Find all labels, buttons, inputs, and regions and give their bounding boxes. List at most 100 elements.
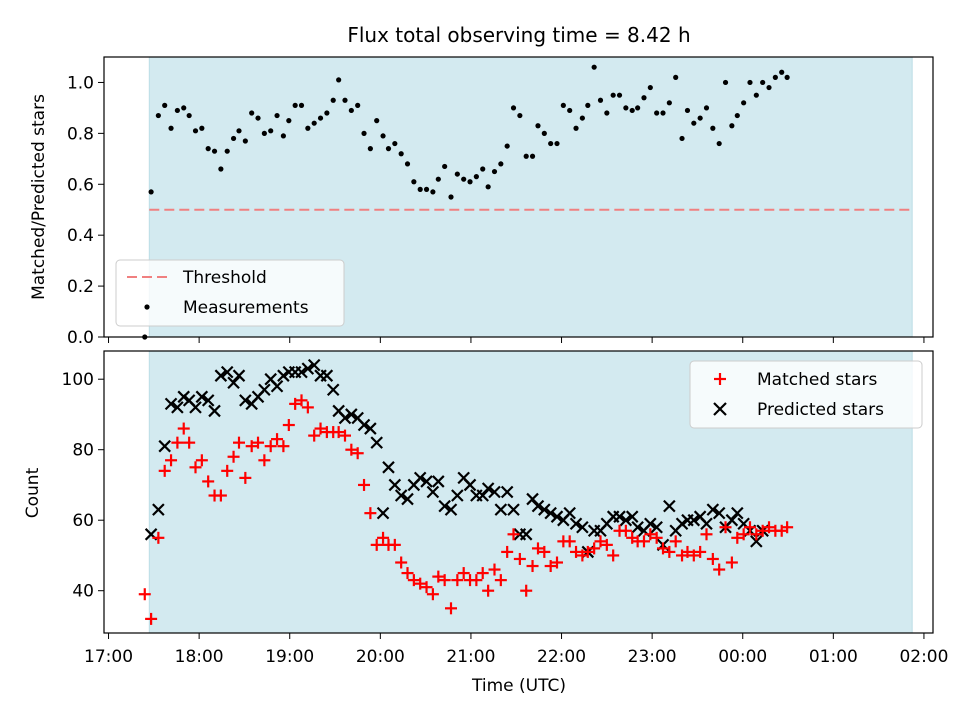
measurement-point (467, 179, 473, 185)
matched-point (725, 556, 738, 569)
predicted-point (494, 503, 508, 516)
measurement-point (324, 110, 330, 116)
matched-point (538, 545, 551, 558)
top-x-ticks (108, 337, 925, 343)
predicted-point (519, 528, 533, 541)
measurement-point (205, 146, 211, 152)
measurement-point (181, 105, 187, 111)
measurement-point (710, 125, 716, 131)
matched-point (407, 574, 420, 587)
bottom-plot-frame (103, 350, 934, 634)
matched-point (482, 584, 495, 597)
predicted-point (227, 376, 240, 390)
matched-point (245, 440, 258, 453)
measurement-point (548, 140, 554, 147)
top-y-axis-label: Matched/Predicted stars (29, 94, 49, 300)
matched-point (700, 528, 713, 541)
matched-point (338, 429, 351, 442)
chart-title: Flux total observing time = 8.42 h (347, 23, 690, 47)
x-tick-label: 17:00 (84, 647, 133, 667)
measurement-point (305, 125, 311, 131)
predicted-point (401, 492, 414, 506)
predicted-point (426, 485, 440, 499)
measurement-point (560, 102, 566, 108)
measurement-point (641, 95, 647, 101)
measurement-point (473, 174, 479, 180)
measurement-point (760, 79, 766, 86)
predicted-point (158, 439, 171, 453)
measurement-point (510, 105, 517, 111)
x-tick-label: 02:00 (899, 647, 948, 667)
matched-point (588, 542, 601, 555)
measurement-point (684, 107, 691, 114)
measurement-point (355, 102, 361, 108)
predicted-point (376, 506, 390, 520)
measurement-point (734, 112, 740, 119)
y-tick-label: 0.2 (67, 277, 94, 297)
predicted-point (750, 535, 763, 548)
matched-point (637, 535, 650, 548)
measurement-point (292, 102, 298, 108)
legend-matched-swatch (714, 373, 726, 385)
matched-point (713, 563, 726, 576)
predicted-point (731, 506, 744, 520)
x-tick-label: 20:00 (356, 647, 405, 667)
measurement-point (784, 74, 790, 80)
predicted-point (420, 475, 433, 488)
measurement-point (317, 115, 324, 121)
matched-point (358, 478, 371, 491)
measurement-point (679, 135, 685, 142)
measurement-point (504, 143, 510, 149)
predicted-point (526, 492, 539, 506)
predicted-point (700, 517, 713, 531)
matched-point (763, 521, 776, 534)
predicted-point (232, 369, 246, 382)
matched-point (551, 556, 564, 569)
measurement-point (192, 128, 199, 134)
matched-point (414, 577, 427, 590)
predicted-point (432, 475, 445, 488)
y-tick-label: 80 (72, 441, 94, 461)
predicted-point (382, 461, 395, 474)
predicted-point (171, 401, 184, 414)
matched-point (370, 538, 383, 551)
measurement-point (660, 110, 666, 116)
measurement-point (779, 69, 785, 75)
matched-point (719, 521, 732, 534)
predicted-point (220, 365, 234, 379)
matched-point (152, 531, 165, 544)
matched-point (432, 570, 445, 583)
matched-point (451, 574, 464, 587)
legend-predicted-label: Predicted stars (757, 400, 884, 420)
matched-point (438, 574, 451, 587)
measurement-point (211, 148, 218, 154)
y-tick-label: 0.4 (67, 226, 94, 246)
measurement-point (454, 171, 460, 177)
legend-measurements-label: Measurements (183, 298, 309, 318)
measurement-point (703, 105, 710, 111)
predicted-point (357, 418, 371, 432)
measurements-points (142, 64, 790, 340)
matched-point (388, 538, 401, 551)
matched-point (681, 545, 694, 558)
matched-point (165, 454, 178, 467)
measurement-point (691, 120, 697, 126)
matched-point (737, 528, 750, 541)
measurement-point (573, 125, 579, 131)
bottom-legend-box (689, 360, 923, 429)
measurement-point (411, 179, 417, 185)
matched-point (252, 436, 265, 449)
matched-point (345, 443, 358, 456)
predicted-point (531, 499, 545, 513)
predicted-point (550, 510, 564, 523)
top-plot-frame (103, 56, 934, 338)
matched-point (619, 524, 632, 537)
matched-point (743, 521, 756, 534)
predicted-point (500, 485, 514, 499)
matched-point (501, 545, 514, 558)
measurement-point (255, 115, 261, 121)
measurement-point (374, 118, 380, 124)
matched-point (731, 531, 744, 544)
predicted-point (481, 482, 495, 495)
predicted-point (438, 499, 451, 513)
